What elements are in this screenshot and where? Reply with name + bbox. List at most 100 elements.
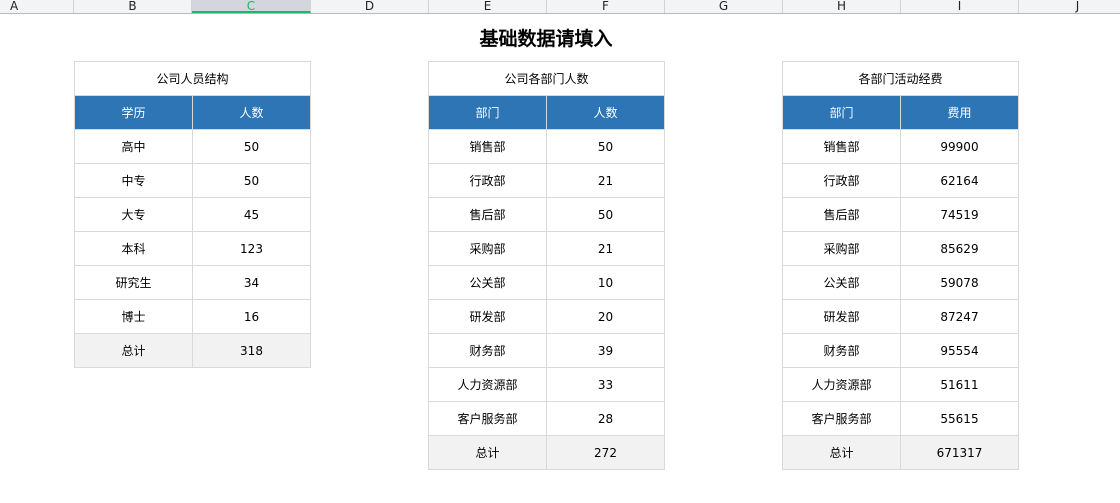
table-cell[interactable]: 人力资源部: [782, 367, 901, 402]
table-row: 研究生 34: [74, 265, 311, 300]
table-cell[interactable]: 公关部: [782, 265, 901, 300]
table-cell[interactable]: 客户服务部: [428, 401, 547, 436]
table-header-row: 学历 人数: [74, 95, 311, 130]
table-cell[interactable]: 高中: [74, 129, 193, 164]
table-row: 客户服务部 55615: [782, 401, 1019, 436]
table-cell[interactable]: 财务部: [428, 333, 547, 368]
table-cell[interactable]: 59078: [900, 265, 1019, 300]
table-row: 销售部 50: [428, 129, 665, 164]
table-cell[interactable]: 人数: [192, 95, 311, 130]
table-cell[interactable]: 费用: [900, 95, 1019, 130]
table-cell[interactable]: 95554: [900, 333, 1019, 368]
table-row: 人力资源部 33: [428, 367, 665, 402]
table-cell[interactable]: 55615: [900, 401, 1019, 436]
table-caption: 公司各部门人数: [428, 61, 665, 96]
table-cell[interactable]: 20: [546, 299, 665, 334]
table-cell[interactable]: 21: [546, 231, 665, 266]
column-header-b[interactable]: B: [74, 0, 192, 13]
table-cell[interactable]: 62164: [900, 163, 1019, 198]
table-row: 公关部 10: [428, 265, 665, 300]
table-cell[interactable]: 人力资源部: [428, 367, 547, 402]
column-header-j[interactable]: J: [1019, 0, 1120, 13]
table-cell[interactable]: 部门: [782, 95, 901, 130]
table-cell[interactable]: 采购部: [782, 231, 901, 266]
table-cell[interactable]: 售后部: [428, 197, 547, 232]
table-cell[interactable]: 99900: [900, 129, 1019, 164]
table-caption: 各部门活动经费: [782, 61, 1019, 96]
column-header-e[interactable]: E: [429, 0, 547, 13]
table-cell[interactable]: 85629: [900, 231, 1019, 266]
table-row: 财务部 39: [428, 333, 665, 368]
column-header-h[interactable]: H: [783, 0, 901, 13]
table-row: 博士 16: [74, 299, 311, 334]
column-header-c[interactable]: C: [192, 0, 311, 13]
table-cell[interactable]: 学历: [74, 95, 193, 130]
table-cell[interactable]: 总计: [428, 435, 547, 470]
table-row: 财务部 95554: [782, 333, 1019, 368]
table-cell[interactable]: 34: [192, 265, 311, 300]
table-cell[interactable]: 博士: [74, 299, 193, 334]
table-cell[interactable]: 行政部: [428, 163, 547, 198]
table-row: 销售部 99900: [782, 129, 1019, 164]
table-cell[interactable]: 本科: [74, 231, 193, 266]
table-cell[interactable]: 50: [192, 163, 311, 198]
table-cell[interactable]: 21: [546, 163, 665, 198]
table-cell[interactable]: 74519: [900, 197, 1019, 232]
table-cell[interactable]: 公关部: [428, 265, 547, 300]
table-row: 售后部 50: [428, 197, 665, 232]
table-cell[interactable]: 研究生: [74, 265, 193, 300]
table-cell[interactable]: 33: [546, 367, 665, 402]
data-table-1: 公司人员结构 学历 人数 高中 50 中专 50 大专 45 本科 123 研究生 34 博士 16 总计 31…: [74, 61, 311, 368]
table-row: 行政部 62164: [782, 163, 1019, 198]
table-cell[interactable]: 大专: [74, 197, 193, 232]
table-cell[interactable]: 45: [192, 197, 311, 232]
data-table-3: 各部门活动经费 部门 费用 销售部 99900 行政部 62164 售后部 74519 采购部 85…: [782, 61, 1019, 470]
table-cell[interactable]: 财务部: [782, 333, 901, 368]
table-cell[interactable]: 研发部: [428, 299, 547, 334]
table-cell[interactable]: 16: [192, 299, 311, 334]
table-cell[interactable]: 人数: [546, 95, 665, 130]
table-cell[interactable]: 318: [192, 333, 311, 368]
table-cell[interactable]: 中专: [74, 163, 193, 198]
column-header-d[interactable]: D: [311, 0, 429, 13]
column-header-f[interactable]: F: [547, 0, 665, 13]
table-cell[interactable]: 671317: [900, 435, 1019, 470]
table-cell[interactable]: 研发部: [782, 299, 901, 334]
table-cell[interactable]: 销售部: [428, 129, 547, 164]
column-header-i[interactable]: I: [901, 0, 1019, 13]
table-cell[interactable]: 28: [546, 401, 665, 436]
table-cell[interactable]: 87247: [900, 299, 1019, 334]
table-cell[interactable]: 行政部: [782, 163, 901, 198]
table-row: 售后部 74519: [782, 197, 1019, 232]
table-cell[interactable]: 123: [192, 231, 311, 266]
table-cell[interactable]: 10: [546, 265, 665, 300]
table-cell[interactable]: 50: [192, 129, 311, 164]
table-cell[interactable]: 272: [546, 435, 665, 470]
column-header-a[interactable]: A: [0, 0, 74, 13]
table-cell[interactable]: 50: [546, 197, 665, 232]
table-cell[interactable]: 51611: [900, 367, 1019, 402]
table-cell[interactable]: 部门: [428, 95, 547, 130]
table-cell[interactable]: 售后部: [782, 197, 901, 232]
table-cell[interactable]: 采购部: [428, 231, 547, 266]
table-cell[interactable]: 50: [546, 129, 665, 164]
table-cell[interactable]: 销售部: [782, 129, 901, 164]
table-cell[interactable]: 公司人员结构: [74, 61, 311, 96]
table-row: 客户服务部 28: [428, 401, 665, 436]
sheet-title: 基础数据请填入: [479, 28, 613, 50]
table-row: 高中 50: [74, 129, 311, 164]
data-table-2: 公司各部门人数 部门 人数 销售部 50 行政部 21 售后部 50 采购部 21 公关部 10 研发部 2…: [428, 61, 665, 470]
table-cell[interactable]: 各部门活动经费: [782, 61, 1019, 96]
table-cell[interactable]: 总计: [782, 435, 901, 470]
table-cell[interactable]: 总计: [74, 333, 193, 368]
table-row: 大专 45: [74, 197, 311, 232]
table-row: 采购部 85629: [782, 231, 1019, 266]
table-cell[interactable]: 客户服务部: [782, 401, 901, 436]
table-total-row: 总计 671317: [782, 435, 1019, 470]
table-cell[interactable]: 39: [546, 333, 665, 368]
table-row: 研发部 20: [428, 299, 665, 334]
table-header-row: 部门 费用: [782, 95, 1019, 130]
table-cell[interactable]: 公司各部门人数: [428, 61, 665, 96]
column-header-g[interactable]: G: [665, 0, 783, 13]
